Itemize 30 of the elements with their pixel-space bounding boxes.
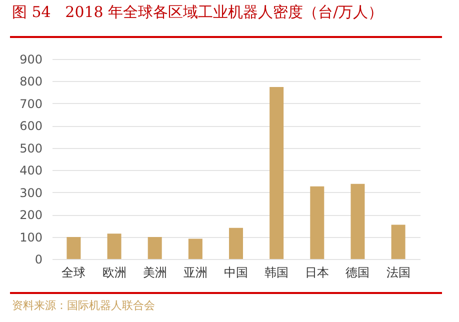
y-tick-label: 400 — [20, 164, 42, 178]
y-tick-label: 200 — [20, 208, 42, 222]
bar — [350, 184, 365, 259]
bar — [188, 238, 202, 259]
x-tick-label: 韩国 — [264, 266, 289, 280]
x-tick-label: 美洲 — [142, 266, 167, 280]
bar — [270, 87, 284, 259]
bar — [310, 186, 324, 259]
y-tick-label: 800 — [20, 74, 42, 89]
text: 资料来源：国际机器人联合会 — [12, 298, 155, 313]
x-tick-label: 德国 — [346, 266, 370, 280]
y-tick-label: 0 — [34, 252, 42, 266]
x-tick-label: 欧洲 — [102, 266, 126, 280]
bar — [66, 237, 81, 259]
bar — [148, 237, 162, 259]
bar — [229, 228, 243, 259]
x-tick-label: 中国 — [224, 266, 248, 280]
y-tick-label: 600 — [20, 119, 42, 134]
bar — [107, 234, 122, 259]
x-tick-label: 法国 — [386, 266, 410, 280]
y-tick-label: 100 — [20, 230, 42, 244]
x-tick-label: 全球 — [62, 266, 86, 280]
x-tick-label: 日本 — [305, 266, 330, 280]
y-tick-label: 900 — [20, 52, 42, 66]
x-tick-label: 亚洲 — [183, 266, 208, 280]
y-tick-label: 300 — [20, 186, 42, 200]
y-tick-label: 700 — [20, 96, 42, 111]
bar — [391, 224, 406, 259]
y-tick-label: 500 — [20, 141, 42, 156]
chart-title: 图 54 2018 年全球各区域工业机器人密度（台/万人） — [12, 3, 384, 22]
